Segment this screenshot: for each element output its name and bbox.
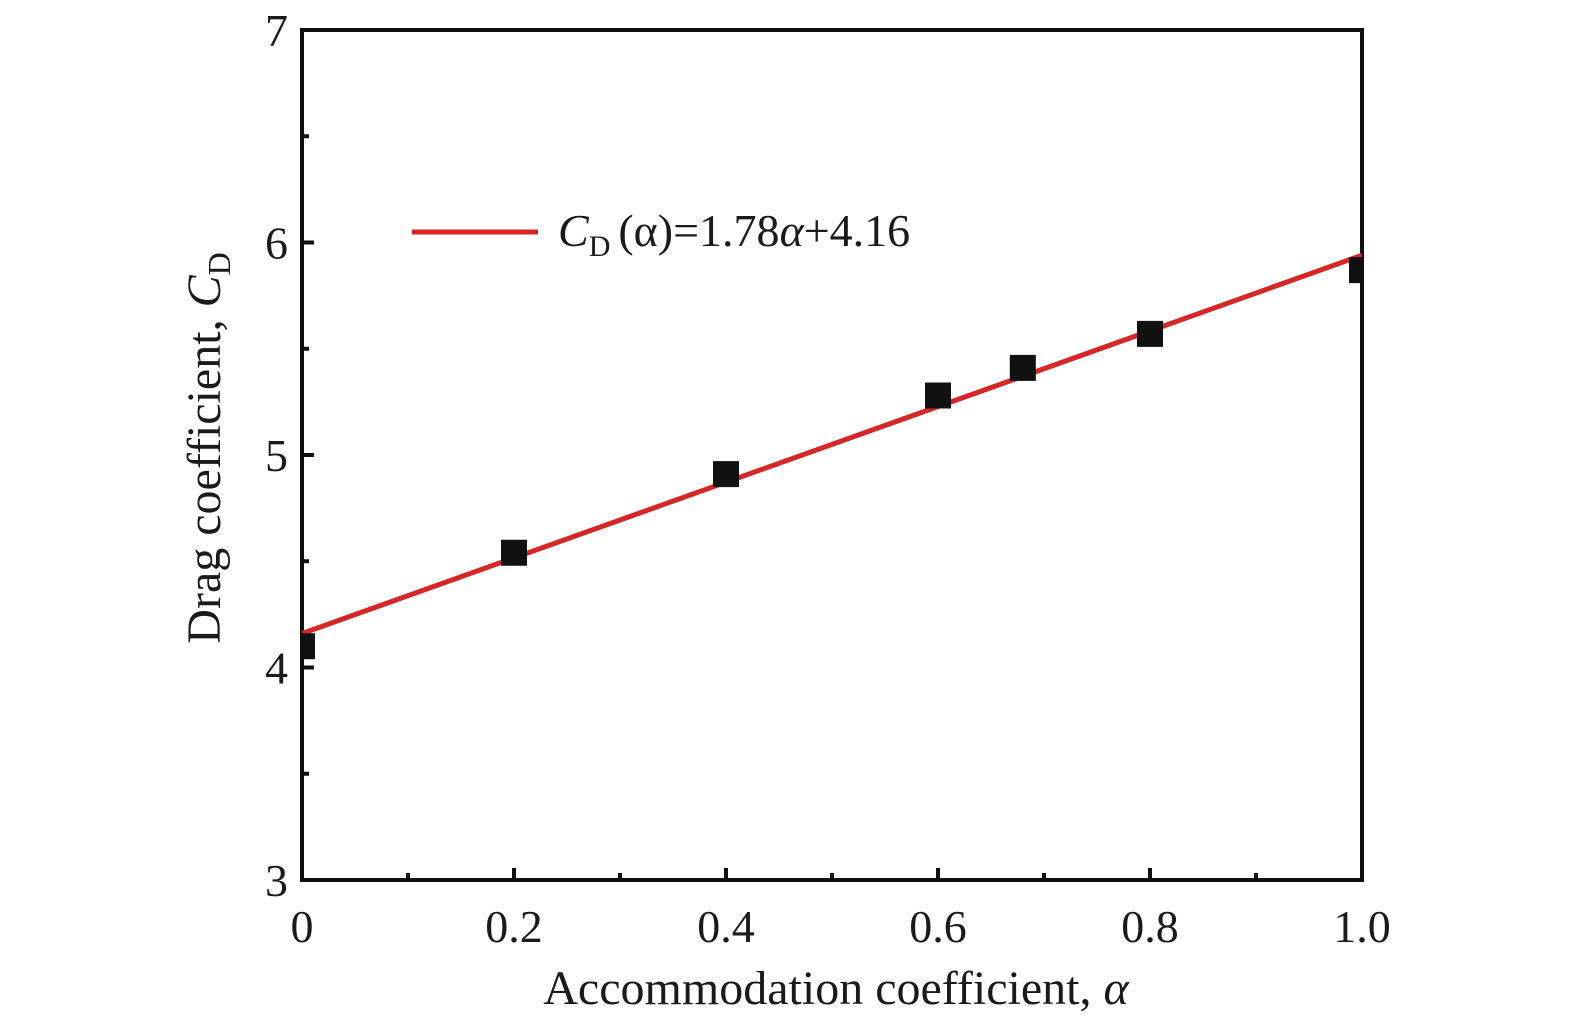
data-point (501, 539, 527, 566)
fit-line (302, 252, 1362, 636)
data-point (925, 382, 951, 409)
x-axis-title-symbol: α (1104, 962, 1130, 1015)
axis-ticks (302, 134, 1258, 880)
data-point (1009, 354, 1036, 381)
y-tick-label: 5 (265, 430, 288, 481)
x-tick-label: 0.2 (485, 901, 543, 952)
legend-rhs-1: =1.78 (673, 205, 779, 256)
y-tick-label: 6 (265, 218, 288, 269)
legend: CD (α)=1.78α+4.16 (412, 205, 910, 263)
y-axis-title-text: Drag coefficient, (178, 307, 231, 643)
legend-symbol: C (558, 205, 590, 256)
x-tick-label: 0 (291, 901, 314, 952)
plot-frame (300, 28, 1364, 882)
legend-args: (α) (618, 205, 673, 256)
data-point (302, 633, 315, 660)
data-point (713, 461, 739, 488)
axis-tick-labels: 0 0.2 0.4 0.6 0.8 1.0 3 4 5 6 7 (265, 5, 1391, 952)
data-points (302, 257, 1362, 660)
fit-line-layer (302, 252, 1362, 636)
legend-label: CD (α)=1.78α+4.16 (558, 205, 910, 263)
y-tick-label: 7 (265, 5, 288, 56)
x-tick-label: 1.0 (1333, 901, 1391, 952)
x-tick-label: 0.4 (697, 901, 755, 952)
x-axis-title: Accommodation coefficient, α (543, 962, 1129, 1015)
data-point (1137, 320, 1163, 347)
legend-rhs-var: α (780, 205, 805, 256)
legend-subscript: D (589, 230, 611, 263)
legend-rhs-2: +4.16 (804, 205, 910, 256)
y-axis-title-symbol: C (178, 274, 231, 307)
x-axis-title-text: Accommodation coefficient, (543, 962, 1103, 1015)
data-point (1349, 257, 1362, 284)
y-tick-label: 4 (265, 643, 288, 694)
y-axis-title-subscript: D (201, 252, 237, 275)
y-tick-label: 3 (265, 855, 288, 906)
y-axis-title: Drag coefficient, CD (178, 252, 237, 643)
x-tick-label: 0.6 (909, 901, 967, 952)
x-tick-label: 0.8 (1121, 901, 1179, 952)
